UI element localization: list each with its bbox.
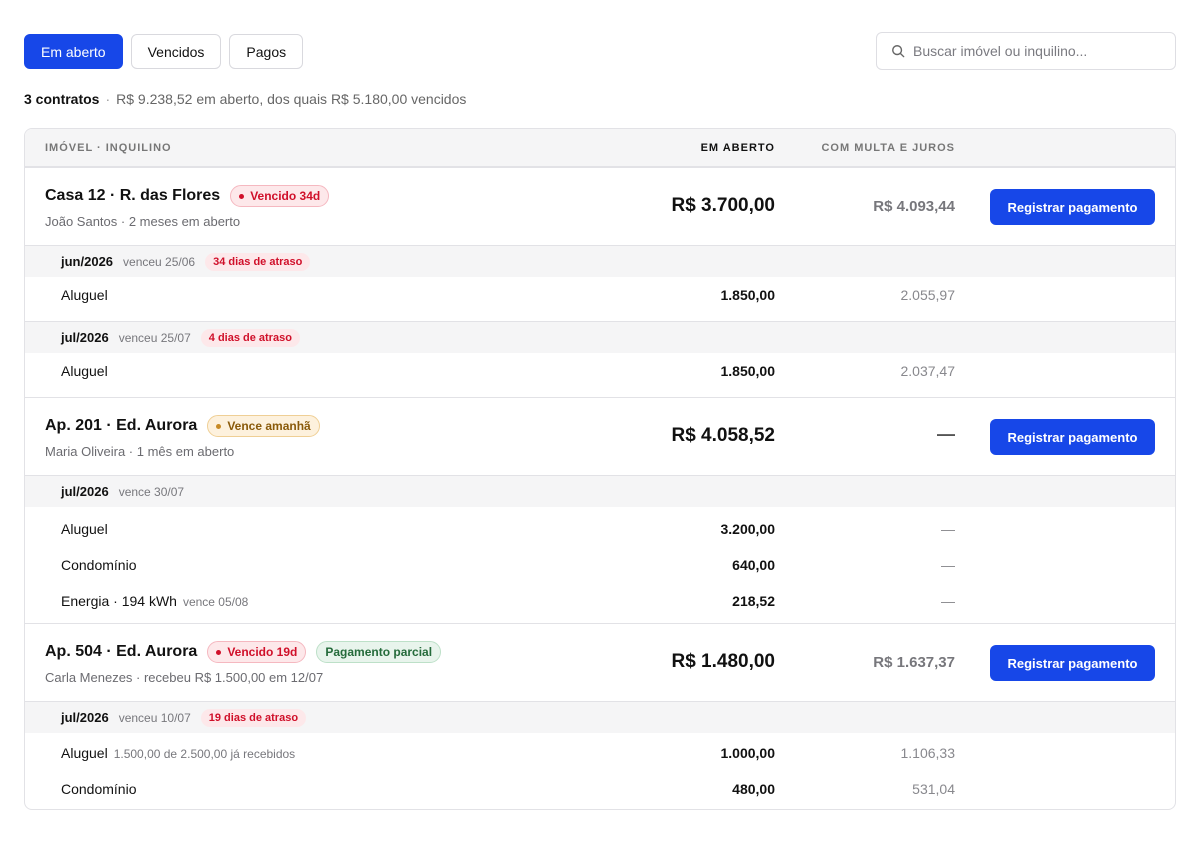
- charge-name: Condomínio: [61, 557, 137, 573]
- charge-label: Aluguel: [61, 521, 108, 537]
- header-em-aberto: EM ABERTO: [700, 142, 775, 154]
- charge-note: vence 05/08: [182, 595, 249, 609]
- charge-note: 1.500,00 de 2.500,00 já recebidos: [113, 747, 296, 761]
- search-input[interactable]: [913, 43, 1163, 59]
- charge-label: Aluguel: [61, 363, 108, 379]
- charge-name: Condomínio: [61, 781, 137, 797]
- period-month: jul/2026: [61, 710, 109, 725]
- charge-multa: —: [941, 593, 955, 609]
- charge-value: 1.850,00: [720, 287, 776, 303]
- period-due: venceu 10/07: [118, 710, 191, 725]
- charge-label: Energia · 194 kWh: [61, 593, 177, 609]
- late-badge: 19 dias de atraso: [200, 708, 307, 727]
- contract-subtitle: João Santos · 2 meses em aberto: [45, 214, 241, 229]
- charge-label: Aluguel: [61, 287, 108, 303]
- charge-multa: 1.106,33: [900, 745, 956, 761]
- charge-line: Aluguel 1.500,00 de 2.500,00 já recebidos…: [25, 735, 1175, 771]
- dot-icon: [216, 649, 222, 655]
- register-payment-button[interactable]: Registrar pagamento: [990, 419, 1155, 455]
- contract-amount: R$ 4.058,52: [671, 425, 775, 446]
- charge-line: Aluguel 3.200,00 —: [25, 511, 1175, 547]
- status-badge-label: Vencido 34d: [250, 189, 321, 203]
- period-month: jun/2026: [61, 254, 114, 269]
- tab-pagos[interactable]: Pagos: [229, 34, 304, 69]
- period-header: jul/2026 venceu 25/07 4 dias de atraso: [25, 321, 1175, 353]
- period-due: vence 30/07: [118, 484, 185, 499]
- charge-multa: —: [941, 521, 955, 537]
- header-imovel: IMÓVEL · INQUILINO: [45, 142, 172, 154]
- contract-name: Casa 12 · R. das Flores: [45, 187, 221, 204]
- charge-value: 1.000,00: [720, 745, 776, 761]
- contract-title: Ap. 504 · Ed. Aurora Vencido 19d Pagamen…: [45, 641, 442, 663]
- contract-multa: —: [937, 424, 955, 444]
- charge-label: Condomínio: [61, 781, 137, 797]
- period-due: venceu 25/06: [123, 254, 196, 269]
- contract-amount: R$ 1.480,00: [671, 651, 775, 672]
- summary-separator: ·: [105, 91, 111, 107]
- status-badge-label: Vence amanhã: [227, 419, 311, 433]
- contracts-table: IMÓVEL · INQUILINO EM ABERTO COM MULTA E…: [24, 128, 1176, 810]
- dot-icon: [216, 423, 222, 429]
- summary-text: R$ 9.238,52 em aberto, dos quais R$ 5.18…: [116, 91, 467, 107]
- contract-row: Casa 12 · R. das Flores Vencido 34d João…: [25, 167, 1175, 245]
- contract-title: Casa 12 · R. das Flores Vencido 34d: [45, 185, 330, 207]
- charge-line: Condomínio 640,00 —: [25, 547, 1175, 583]
- charge-label: Aluguel: [61, 745, 108, 761]
- charge-name: Aluguel: [61, 363, 108, 379]
- tab-em-aberto[interactable]: Em aberto: [24, 34, 123, 69]
- status-badge-label: Vencido 19d: [227, 645, 298, 659]
- contract-subtitle: Maria Oliveira · 1 mês em aberto: [45, 444, 235, 459]
- register-payment-button[interactable]: Registrar pagamento: [990, 645, 1155, 681]
- tab-vencidos[interactable]: Vencidos: [130, 34, 222, 69]
- period-header: jul/2026 vence 30/07: [25, 475, 1175, 507]
- charge-name: Energia · 194 kWh vence 05/08: [61, 593, 248, 609]
- contract-subtitle: Carla Menezes · recebeu R$ 1.500,00 em 1…: [45, 670, 324, 685]
- charge-value: 640,00: [732, 557, 775, 573]
- charge-multa: 2.037,47: [900, 363, 956, 379]
- charge-name: Aluguel: [61, 521, 108, 537]
- charge-multa: 2.055,97: [900, 287, 956, 303]
- register-payment-button[interactable]: Registrar pagamento: [990, 189, 1155, 225]
- summary-line: 3 contratos · R$ 9.238,52 em aberto, dos q…: [24, 91, 466, 107]
- late-badge: 34 dias de atraso: [205, 252, 311, 271]
- contract-name: Ap. 504 · Ed. Aurora: [45, 643, 198, 660]
- late-badge: 4 dias de atraso: [200, 328, 300, 347]
- charge-label: Condomínio: [61, 557, 137, 573]
- charge-value: 3.200,00: [720, 521, 776, 537]
- charge-line: Aluguel 1.850,00 2.037,47: [25, 353, 1175, 397]
- search-box[interactable]: [876, 32, 1176, 70]
- contract-row: Ap. 201 · Ed. Aurora Vence amanhã Maria …: [25, 397, 1175, 475]
- charge-multa: —: [941, 557, 955, 573]
- period-month: jul/2026: [61, 330, 109, 345]
- table-header: IMÓVEL · INQUILINO EM ABERTO COM MULTA E…: [25, 129, 1175, 167]
- status-badge: Vencido 34d: [230, 185, 330, 207]
- contract-multa: R$ 4.093,44: [873, 198, 955, 215]
- header-multa-juros: COM MULTA E JUROS: [821, 142, 955, 154]
- contract-row: Ap. 504 · Ed. Aurora Vencido 19d Pagamen…: [25, 623, 1175, 701]
- charge-name: Aluguel 1.500,00 de 2.500,00 já recebidos: [61, 745, 295, 761]
- period-header: jun/2026 venceu 25/06 34 dias de atraso: [25, 245, 1175, 277]
- period-month: jul/2026: [61, 484, 109, 499]
- charge-value: 480,00: [732, 781, 775, 797]
- dot-icon: [239, 193, 245, 199]
- contract-multa: R$ 1.637,37: [873, 654, 955, 671]
- contract-count: 3 contratos: [24, 91, 100, 107]
- period-due: venceu 25/07: [118, 330, 191, 345]
- contract-amount: R$ 3.700,00: [671, 195, 775, 216]
- search-icon: [892, 45, 905, 58]
- charge-name: Aluguel: [61, 287, 108, 303]
- charge-line: Energia · 194 kWh vence 05/08 218,52 —: [25, 583, 1175, 623]
- charge-value: 1.850,00: [720, 363, 776, 379]
- status-badge: Vence amanhã: [207, 415, 320, 437]
- contract-title: Ap. 201 · Ed. Aurora Vence amanhã: [45, 415, 320, 437]
- period-header: jul/2026 venceu 10/07 19 dias de atraso: [25, 701, 1175, 733]
- charge-multa: 531,04: [912, 781, 955, 797]
- charge-line: Condomínio 480,00 531,04: [25, 771, 1175, 807]
- contract-name: Ap. 201 · Ed. Aurora: [45, 417, 198, 434]
- status-tabs: Em aberto Vencidos Pagos: [24, 34, 304, 69]
- status-badge: Vencido 19d: [207, 641, 307, 663]
- charge-value: 218,52: [732, 593, 775, 609]
- partial-payment-badge: Pagamento parcial: [316, 641, 442, 663]
- charge-line: Aluguel 1.850,00 2.055,97: [25, 277, 1175, 321]
